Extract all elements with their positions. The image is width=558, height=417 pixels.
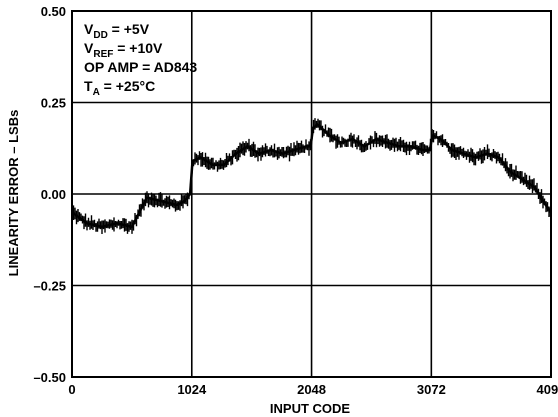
conditions-note: VDD = +5V VREF = +10V OP AMP = AD843 TA … bbox=[84, 21, 197, 98]
x-tick-label: 1024 bbox=[177, 382, 207, 397]
y-tick-label: 0.50 bbox=[41, 4, 66, 19]
note-vdd: VDD = +5V bbox=[84, 21, 150, 41]
y-tick-label: –0.25 bbox=[33, 279, 66, 294]
note-vref: VREF = +10V bbox=[84, 40, 163, 60]
note-ta: TA = +25°C bbox=[84, 78, 155, 98]
x-tick-label: 2048 bbox=[297, 382, 326, 397]
y-tick-label: 0.25 bbox=[41, 96, 66, 111]
x-tick-labels: 0 1024 2048 3072 4095 bbox=[68, 382, 558, 397]
plot-frame bbox=[71, 10, 552, 378]
x-axis-title: INPUT CODE bbox=[270, 401, 351, 416]
y-tick-label: –0.50 bbox=[33, 370, 66, 385]
x-tick-label: 3072 bbox=[417, 382, 446, 397]
y-tick-label: 0.00 bbox=[41, 187, 66, 202]
y-tick-labels: –0.50 –0.25 0.00 0.25 0.50 bbox=[33, 4, 66, 385]
note-opamp: OP AMP = AD843 bbox=[84, 59, 197, 75]
x-tick-label: 4095 bbox=[537, 382, 558, 397]
y-axis-title: LINEARITY ERROR – LSBs bbox=[6, 110, 21, 277]
series-line bbox=[71, 122, 553, 229]
x-tick-label: 0 bbox=[68, 382, 75, 397]
